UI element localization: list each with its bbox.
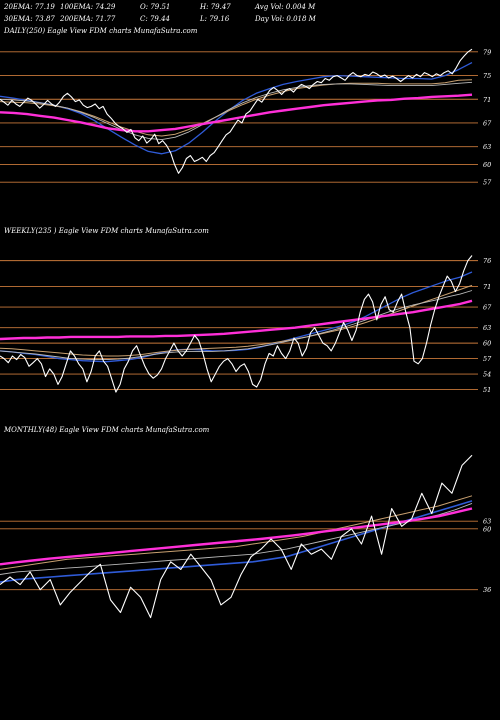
monthly-ema-line-2 xyxy=(0,502,473,575)
daily-y-tick-label: 63 xyxy=(483,143,491,151)
daily-panel-title: DAILY(250) Eagle View FDM charts MunafaS… xyxy=(3,27,198,35)
weekly-y-tick-label: 76 xyxy=(483,257,491,265)
daily-chart: 79 75 71 67 63 60 57 xyxy=(0,48,492,187)
daily-y-tick-label: 57 xyxy=(483,179,492,187)
weekly-y-tick-label: 51 xyxy=(483,386,491,394)
weekly-panel-title: WEEKLY(235 ) Eagle View FDM charts Munaf… xyxy=(4,227,209,235)
stat-high: H: 79.47 xyxy=(199,3,231,11)
daily-y-tick-label: 71 xyxy=(483,96,491,104)
daily-y-tick-label: 79 xyxy=(483,48,491,56)
weekly-ema-line-1 xyxy=(0,284,473,357)
weekly-price-line xyxy=(0,255,473,393)
monthly-y-tick-label: 36 xyxy=(483,586,491,594)
weekly-chart: 76 71 67 63 60 57 54 51 xyxy=(0,255,492,394)
daily-ema-line-2 xyxy=(0,81,473,141)
monthly-panel-title: MONTHLY(48) Eagle View FDM charts Munafa… xyxy=(3,426,210,434)
stat-open: O: 79.51 xyxy=(140,3,170,11)
daily-y-tick-label: 75 xyxy=(483,72,491,80)
weekly-y-tick-label: 67 xyxy=(483,304,492,312)
stat-100ema: 100EMA: 74.29 xyxy=(60,3,116,11)
daily-ema-line-0 xyxy=(0,62,473,155)
weekly-y-tick-label: 54 xyxy=(483,371,491,379)
weekly-y-tick-label: 57 xyxy=(483,355,492,363)
daily-y-tick-label: 67 xyxy=(483,119,492,127)
stat-day-vol: Day Vol: 0.018 M xyxy=(254,15,317,23)
weekly-ema-line-0 xyxy=(0,271,473,363)
monthly-y-tick-label: 63 xyxy=(483,518,491,526)
weekly-y-tick-label: 60 xyxy=(483,340,491,348)
monthly-ema-line-1 xyxy=(0,495,473,570)
stat-20ema: 20EMA: 77.19 xyxy=(3,3,55,11)
stat-30ema: 30EMA: 73.87 xyxy=(4,15,55,23)
stat-avg-vol: Avg Vol: 0.004 M xyxy=(254,3,316,11)
stat-close: C: 79.44 xyxy=(140,15,170,23)
daily-ema-line-3 xyxy=(0,93,473,133)
weekly-y-tick-label: 63 xyxy=(483,324,491,332)
stat-low: L: 79.16 xyxy=(199,15,230,23)
daily-y-tick-label: 60 xyxy=(483,161,491,169)
monthly-price-line xyxy=(0,454,473,619)
daily-ema-line-1 xyxy=(0,79,473,137)
monthly-y-tick-label: 60 xyxy=(483,525,491,533)
monthly-ema-line-3 xyxy=(0,507,473,566)
stats-header: 20EMA: 77.19 100EMA: 74.29 O: 79.51 H: 7… xyxy=(3,3,317,23)
weekly-ema-line-3 xyxy=(0,299,473,341)
stat-200ema: 200EMA: 71.77 xyxy=(59,15,116,23)
daily-price-line xyxy=(0,48,473,174)
weekly-y-tick-label: 71 xyxy=(483,283,491,291)
weekly-ema-line-2 xyxy=(0,290,473,361)
